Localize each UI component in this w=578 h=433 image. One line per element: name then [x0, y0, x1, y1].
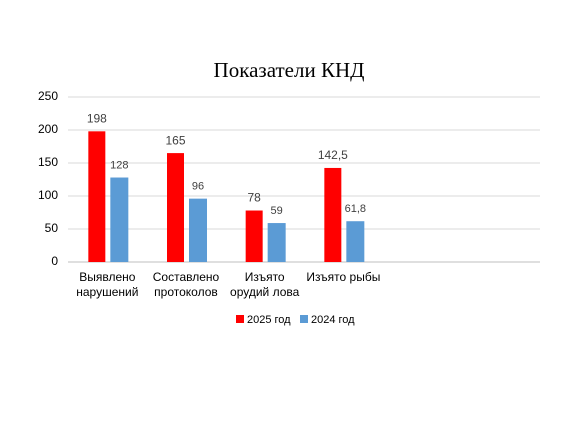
y-tick-label: 250: [38, 89, 58, 103]
bar: [167, 153, 184, 262]
bar: [110, 177, 129, 262]
legend-label: 2025 год: [247, 314, 291, 326]
legend-label: 2024 год: [311, 314, 355, 326]
x-tick-label: Выявлено нарушений: [76, 270, 139, 299]
bar: [245, 210, 263, 262]
chart-title: Показатели КНД: [214, 58, 365, 82]
x-tick-label: Изъято рыбы: [306, 270, 381, 284]
data-label: 128: [110, 159, 128, 171]
data-label: 165: [165, 133, 185, 147]
x-tick-label: Составлено протоколов: [152, 270, 220, 299]
bar: [267, 223, 286, 262]
data-label: 96: [192, 181, 204, 193]
y-tick-label: 0: [51, 254, 58, 268]
y-tick-label: 100: [38, 188, 58, 202]
data-label: 142,5: [318, 148, 348, 162]
bar: [346, 221, 365, 262]
legend-swatch: [300, 315, 308, 323]
bar: [324, 167, 342, 262]
y-tick-label: 150: [38, 155, 58, 169]
data-label: 61,8: [345, 203, 366, 215]
bar: [88, 131, 106, 262]
y-tick-label: 50: [45, 221, 59, 235]
data-label: 59: [271, 205, 283, 217]
bar: [189, 198, 207, 262]
data-label: 198: [87, 111, 107, 125]
y-tick-label: 200: [38, 122, 58, 136]
legend-swatch: [236, 315, 244, 323]
data-label: 78: [247, 191, 261, 205]
x-tick-label: Изъято орудий лова: [230, 270, 300, 299]
